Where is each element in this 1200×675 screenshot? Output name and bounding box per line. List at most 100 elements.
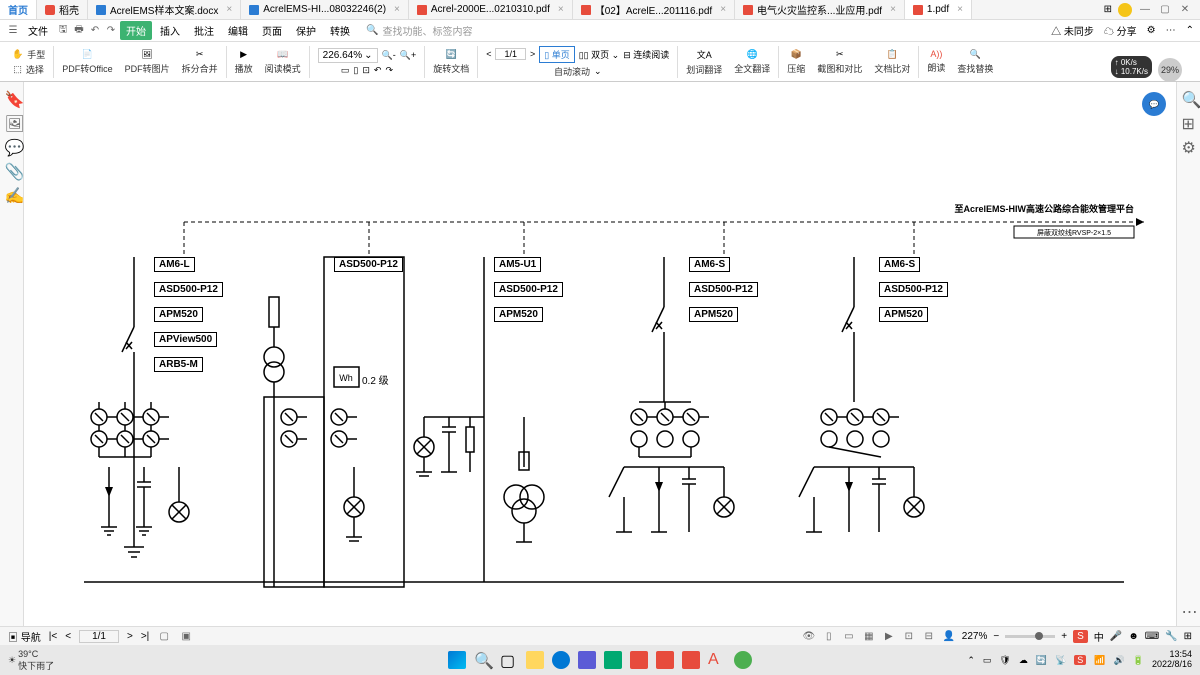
tab-doc-5[interactable]: 1.pdf× (905, 0, 972, 19)
weather-icon[interactable]: ☀ (8, 655, 16, 666)
wps3-icon[interactable] (682, 651, 700, 669)
tray-s-icon[interactable]: S (1074, 655, 1086, 665)
menu-protect[interactable]: 保护 (290, 21, 322, 40)
tab-daoke[interactable]: 稻壳 (37, 0, 88, 19)
tray-cloud-icon[interactable]: ☁ (1019, 655, 1028, 666)
document-canvas[interactable]: 至AcrelEMS-HIW高速公路综合能效管理平台 屏蔽双绞线RVSP-2×1.… (24, 82, 1176, 626)
rotate-right-icon[interactable]: ↷ (385, 65, 393, 76)
wps2-icon[interactable] (656, 651, 674, 669)
eye-icon[interactable]: 👁 (802, 629, 816, 643)
print-icon[interactable]: 🖶 (72, 24, 86, 38)
face-icon[interactable]: ☻ (1128, 631, 1139, 642)
signature-icon[interactable]: ✍ (5, 186, 19, 200)
more-tool-icon[interactable]: ⋯ (1182, 602, 1196, 616)
tray-shield-icon[interactable]: 🛡 (999, 655, 1010, 666)
zoom-status[interactable]: 227% (962, 631, 988, 642)
minimize-button[interactable]: — (1138, 3, 1152, 17)
single-page-button[interactable]: ▯ 单页 (539, 46, 574, 63)
prev-icon[interactable]: < (65, 631, 71, 642)
play-status-icon[interactable]: ▶ (882, 629, 896, 643)
gear-icon[interactable]: ⚙ (1147, 25, 1156, 36)
tab-home[interactable]: 首页 (0, 0, 37, 19)
layout1-icon[interactable]: ▯ (822, 629, 836, 643)
tab-doc-3[interactable]: 【02】AcrelE...201116.pdf× (573, 0, 735, 19)
word-trans-icon[interactable]: 文A (697, 48, 712, 61)
mode-icon[interactable]: 👤 (942, 629, 956, 643)
rotate-doc-icon[interactable]: 🔄 (446, 49, 457, 60)
layout3-icon[interactable]: ▦ (862, 629, 876, 643)
double-page-button[interactable]: ▯▯ 双页 ⌄ (579, 48, 619, 61)
layout2-icon[interactable]: ▭ (842, 629, 856, 643)
search-box[interactable]: 🔍 查找功能、标签内容 (366, 23, 472, 38)
menu-edit[interactable]: 编辑 (222, 21, 254, 40)
view1-icon[interactable]: ▢ (157, 629, 171, 643)
tab-doc-1[interactable]: AcrelEMS-HI...08032246(2)× (241, 0, 409, 19)
hand-icon[interactable]: ✋ (12, 49, 23, 60)
share-label[interactable]: ☁ 分享 (1104, 23, 1137, 38)
tray-net-icon[interactable]: 📡 (1055, 655, 1066, 666)
maximize-button[interactable]: ▢ (1158, 3, 1172, 17)
crop-icon[interactable]: ⊡ (362, 65, 370, 76)
fit2-icon[interactable]: ▯ (353, 65, 358, 76)
zoom-in-icon[interactable]: 🔍+ (400, 50, 416, 61)
close-icon[interactable]: × (226, 4, 232, 15)
ime-label[interactable]: 中 (1094, 629, 1104, 644)
menu-batch[interactable]: 批注 (188, 21, 220, 40)
page-number[interactable]: 1/1 (79, 630, 119, 643)
doc-compare-icon[interactable]: 📋 (887, 49, 898, 60)
zoom-out-status-icon[interactable]: − (993, 631, 999, 642)
prev-page-icon[interactable]: < (486, 49, 491, 59)
unsync-label[interactable]: △ 未同步 (1051, 23, 1094, 38)
close-icon[interactable]: × (957, 4, 963, 15)
last-page-icon[interactable]: >| (141, 631, 149, 642)
close-icon[interactable]: × (890, 4, 896, 15)
search-taskbar-icon[interactable]: 🔍 (474, 651, 492, 669)
nav-toggle[interactable]: ▣ 导航 (8, 629, 41, 644)
tray-icon-1[interactable]: ▭ (983, 655, 992, 666)
continuous-button[interactable]: ⊟ 连续阅读 (623, 48, 669, 61)
windows-icon[interactable] (448, 651, 466, 669)
select-icon[interactable]: ⬚ (13, 64, 22, 75)
split-icon[interactable]: ✂ (196, 49, 204, 60)
pdf-office-icon[interactable]: 📄 (82, 49, 93, 60)
app-a-icon[interactable]: A (708, 651, 726, 669)
next-page-icon[interactable]: > (530, 49, 535, 59)
tab-doc-2[interactable]: Acrel-2000E...0210310.pdf× (409, 0, 573, 19)
explorer-icon[interactable] (526, 651, 544, 669)
bookmark-icon[interactable]: 🔖 (5, 90, 19, 104)
attachment-icon[interactable]: 📎 (5, 162, 19, 176)
menu-file[interactable]: 文件 (22, 21, 54, 40)
compress-icon[interactable]: 📦 (791, 49, 802, 60)
tray-sync-icon[interactable]: 🔄 (1036, 655, 1047, 666)
close-icon[interactable]: × (558, 4, 564, 15)
close-button[interactable]: ✕ (1178, 3, 1192, 17)
assistant-badge[interactable]: 💬 (1142, 92, 1166, 116)
grid-icon[interactable]: ⊞ (1104, 4, 1112, 15)
menu-page[interactable]: 页面 (256, 21, 288, 40)
wps1-icon[interactable] (630, 651, 648, 669)
full-trans-icon[interactable]: 🌐 (747, 49, 758, 60)
menu-convert[interactable]: 转换 (324, 21, 356, 40)
tab-doc-4[interactable]: 电气火灾监控系...业应用.pdf× (735, 0, 905, 19)
cpu-badge[interactable]: 29% (1158, 58, 1182, 82)
clock[interactable]: 13:54 2022/8/16 (1152, 650, 1192, 670)
edge-icon[interactable] (552, 651, 570, 669)
zoom-value[interactable]: 226.64% ⌄ (318, 48, 378, 63)
read-aloud-icon[interactable]: A)) (930, 49, 942, 59)
keyboard-icon[interactable]: ⌨ (1145, 631, 1159, 642)
zoom-tool-icon[interactable]: 🔍 (1182, 90, 1196, 104)
rotate-left-icon[interactable]: ↶ (374, 65, 382, 76)
app2-icon[interactable] (604, 651, 622, 669)
collapse-icon[interactable]: ⌃ (1186, 25, 1194, 36)
wechat-icon[interactable] (734, 651, 752, 669)
close-icon[interactable]: × (720, 4, 726, 15)
fit-icon[interactable]: ▭ (341, 65, 350, 76)
auto-scroll-label[interactable]: 自动滚动 (554, 65, 590, 78)
avatar-icon[interactable] (1118, 3, 1132, 17)
more-icon[interactable]: ⋯ (1166, 25, 1176, 36)
grid-tool-icon[interactable]: ⊞ (1182, 114, 1196, 128)
menu-insert[interactable]: 插入 (154, 21, 186, 40)
view2-icon[interactable]: ▣ (179, 629, 193, 643)
ime-badge[interactable]: S (1073, 630, 1088, 643)
redo-icon[interactable]: ↷ (104, 24, 118, 38)
